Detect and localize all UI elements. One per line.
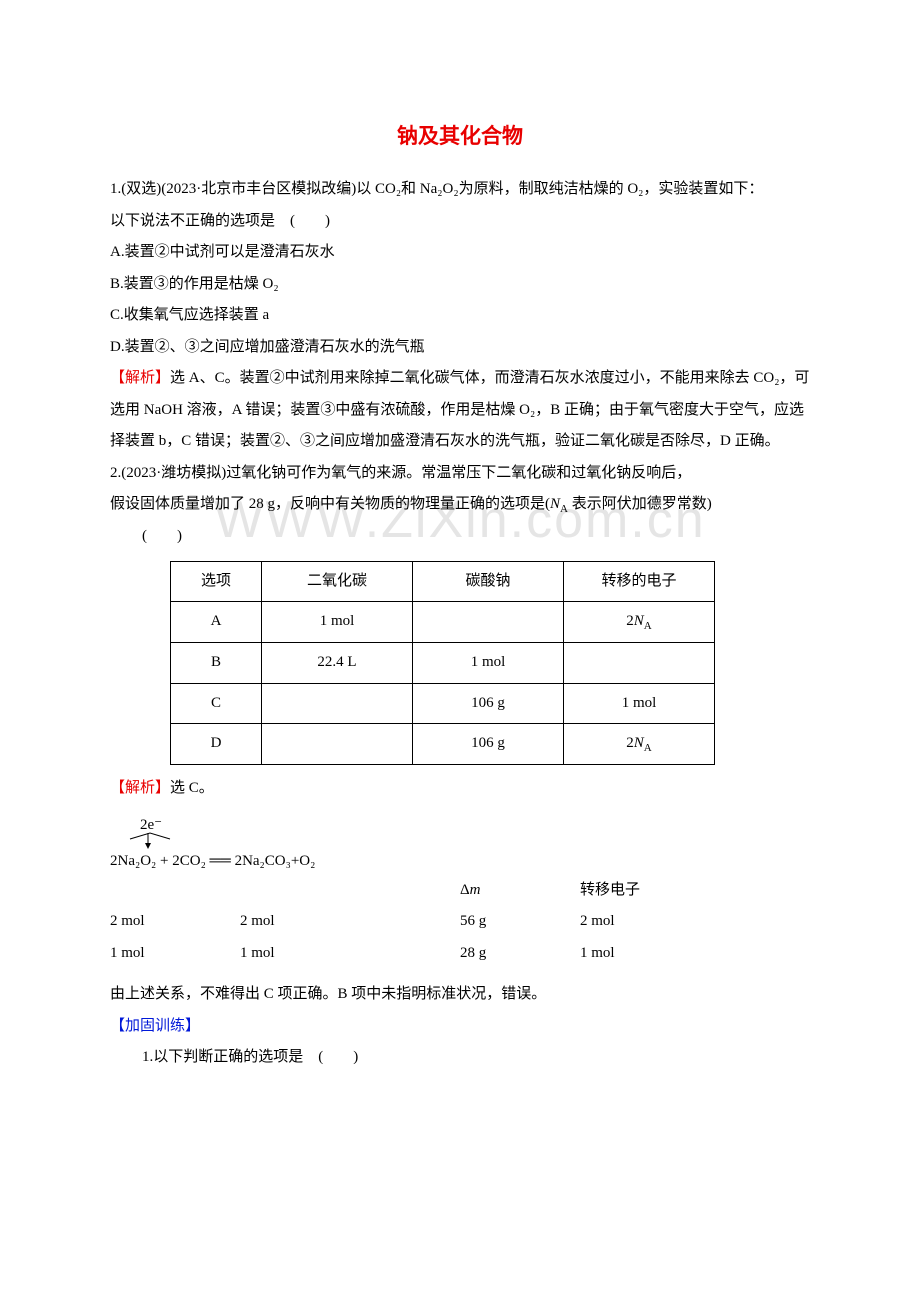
na-sub: A [560,503,568,515]
table-header-row: 选项 二氧化碳 碳酸钠 转移的电子 [171,561,715,602]
td: 106 g [413,724,564,765]
eq-row-2: 1 mol 1 mol 28 g 1 mol [110,938,810,970]
na-sub: A [644,620,652,632]
td: D [171,724,262,765]
table-row: D 106 g 2NA [171,724,715,765]
td [262,683,413,724]
q2-stem-2-post: 表示阿伏加德罗常数) [568,496,712,512]
reinforce-label: 【加固训练】 [110,1011,810,1043]
eq-cell: 1 mol [240,938,460,970]
th-1: 二氧化碳 [262,561,413,602]
td: 1 mol [262,602,413,643]
eq-spacer [110,875,240,907]
body: 1.(双选)(2023·北京市丰台区模拟改编)以 CO₂和 Na₂O₂为原料，制… [110,174,810,1074]
doc-title: 钠及其化合物 [110,120,810,150]
analysis-label: 【解析】 [110,780,170,796]
eq-top-text: 2e⁻ [140,817,162,833]
td: 22.4 L [262,643,413,684]
eq-cell: 1 mol [580,938,680,970]
eq-cell: 2 mol [240,906,460,938]
eq-cell: 2 mol [110,906,240,938]
eq-cell: 1 mol [110,938,240,970]
val: 2 [626,613,634,629]
table-row: A 1 mol 2NA [171,602,715,643]
q2-stem-2-pre: 假设固体质量增加了 28 g，反响中有关物质的物理量正确的选项是( [110,496,550,512]
delta: Δ [460,882,470,898]
equation-block: 2e⁻ 2Na₂O₂ + 2CO₂ ══ 2Na₂CO₃+O₂ Δm 转移电子 … [110,815,810,970]
th-3: 转移的电子 [564,561,715,602]
td [262,724,413,765]
q1-analysis: 【解析】选 A、C。装置②中试剂用来除掉二氧化碳气体，而澄清石灰水浓度过小，不能… [110,363,810,458]
eq-cell: 2 mol [580,906,680,938]
eq-header-row: Δm 转移电子 [110,875,810,907]
td [564,643,715,684]
td: A [171,602,262,643]
table-row: B 22.4 L 1 mol [171,643,715,684]
m-letter: m [470,882,481,898]
q2-stem-3: ( ) [110,521,810,553]
td: C [171,683,262,724]
analysis-label: 【解析】 [110,370,170,386]
na-sub: A [644,742,652,754]
q1-stem-2: 以下说法不正确的选项是 ( ) [110,206,810,238]
q2-table: 选项 二氧化碳 碳酸钠 转移的电子 A 1 mol 2NA B 22.4 L 1… [170,561,715,766]
td [413,602,564,643]
td: 2NA [564,602,715,643]
eq-spacer [240,875,460,907]
na-symbol: N [634,735,644,751]
th-0: 选项 [171,561,262,602]
td: 2NA [564,724,715,765]
q2-stem-2: 假设固体质量增加了 28 g，反响中有关物质的物理量正确的选项是(NA 表示阿伏… [110,489,810,521]
analysis-text: 选 A、C。装置②中试剂用来除掉二氧化碳气体，而澄清石灰水浓度过小，不能用来除去… [110,370,809,449]
na-symbol: N [550,496,560,512]
q1-opt-b: B.装置③的作用是枯燥 O₂ [110,269,810,301]
td: 1 mol [564,683,715,724]
q2-conclusion: 由上述关系，不难得出 C 项正确。B 项中未指明标准状况，错误。 [110,979,810,1011]
table-row: C 106 g 1 mol [171,683,715,724]
eq-cell: 28 g [460,938,580,970]
q1-opt-a: A.装置②中试剂可以是澄清石灰水 [110,237,810,269]
td: B [171,643,262,684]
reinforce-q1: 1.以下判断正确的选项是 ( ) [110,1042,810,1074]
eq-dm: Δm [460,875,580,907]
eq-te: 转移电子 [580,875,680,907]
q1-stem-1: 1.(双选)(2023·北京市丰台区模拟改编)以 CO₂和 Na₂O₂为原料，制… [110,174,810,206]
eq-arrow-head [145,843,151,849]
q2-stem-1: 2.(2023·潍坊模拟)过氧化钠可作为氧气的来源。常温常压下二氧化碳和过氧化钠… [110,458,810,490]
eq-arc [130,833,170,839]
val: 2 [626,735,634,751]
q1-opt-d: D.装置②、③之间应增加盛澄清石灰水的洗气瓶 [110,332,810,364]
analysis-text: 选 C。 [170,780,214,796]
q1-opt-c: C.收集氧气应选择装置 a [110,300,810,332]
th-2: 碳酸钠 [413,561,564,602]
eq-main-text: 2Na₂O₂ + 2CO₂ ══ 2Na₂CO₃+O₂ [110,853,315,869]
na-symbol: N [634,613,644,629]
q2-analysis: 【解析】选 C。 [110,773,810,805]
equation-svg: 2e⁻ 2Na₂O₂ + 2CO₂ ══ 2Na₂CO₃+O₂ [110,815,340,875]
eq-row-1: 2 mol 2 mol 56 g 2 mol [110,906,810,938]
td: 106 g [413,683,564,724]
td: 1 mol [413,643,564,684]
eq-cell: 56 g [460,906,580,938]
